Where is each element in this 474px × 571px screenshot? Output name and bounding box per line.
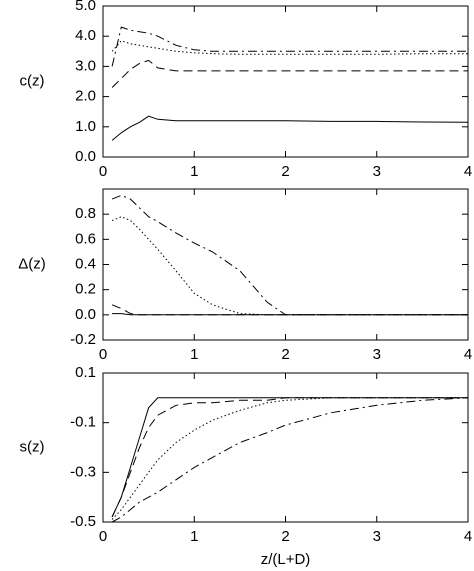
series-line	[111, 216, 468, 316]
series-line	[111, 397, 469, 523]
series-line	[111, 26, 468, 67]
plot-frame	[102, 5, 469, 158]
y-tick-label: 3.0	[75, 57, 96, 74]
y-axis-label: Δ(z)	[18, 255, 46, 272]
x-tick-label: 0	[99, 528, 107, 545]
x-axis-label: z/(L+D)	[261, 551, 311, 568]
x-tick-label: 1	[190, 528, 198, 545]
plot-frame	[102, 372, 469, 523]
y-tick-label: 0.0	[75, 148, 96, 165]
series-line	[111, 397, 468, 518]
x-tick-label: 1	[190, 346, 198, 363]
y-tick-label: 0.4	[75, 255, 96, 272]
y-tick-label: 0.1	[75, 364, 96, 381]
y-tick-label: -0.2	[70, 331, 96, 348]
x-tick-label: 2	[281, 346, 289, 363]
y-tick-label: 0.6	[75, 230, 96, 247]
y-tick-label: 4.0	[75, 27, 96, 44]
x-tick-label: 4	[464, 346, 472, 363]
y-axis-label: s(z)	[20, 438, 45, 455]
y-tick-label: 1.0	[75, 118, 96, 135]
y-tick-label: 5.0	[75, 0, 96, 14]
series-line	[111, 40, 468, 55]
series-line	[111, 59, 468, 88]
x-tick-label: 4	[464, 528, 472, 545]
y-tick-label: 0.0	[75, 306, 96, 323]
series-line	[111, 397, 468, 518]
y-tick-label: 2.0	[75, 88, 96, 105]
x-tick-label: 3	[373, 528, 381, 545]
x-tick-label: 0	[99, 163, 107, 180]
x-tick-label: 2	[281, 528, 289, 545]
x-tick-label: 4	[464, 163, 472, 180]
series-line	[111, 115, 469, 141]
y-tick-label: -0.3	[70, 463, 96, 480]
y-axis-label: c(z)	[20, 72, 45, 89]
series-line	[111, 304, 468, 316]
x-tick-label: 2	[281, 163, 289, 180]
y-tick-label: -0.5	[70, 513, 96, 530]
x-tick-label: 0	[99, 346, 107, 363]
x-tick-label: 3	[373, 163, 381, 180]
x-tick-label: 3	[373, 346, 381, 363]
series-line	[111, 194, 468, 316]
y-tick-label: 0.2	[75, 281, 96, 298]
y-tick-label: 0.8	[75, 205, 96, 222]
series-line	[111, 397, 468, 520]
x-tick-label: 1	[190, 163, 198, 180]
y-tick-label: -0.1	[70, 414, 96, 431]
plot-frame	[102, 188, 469, 341]
